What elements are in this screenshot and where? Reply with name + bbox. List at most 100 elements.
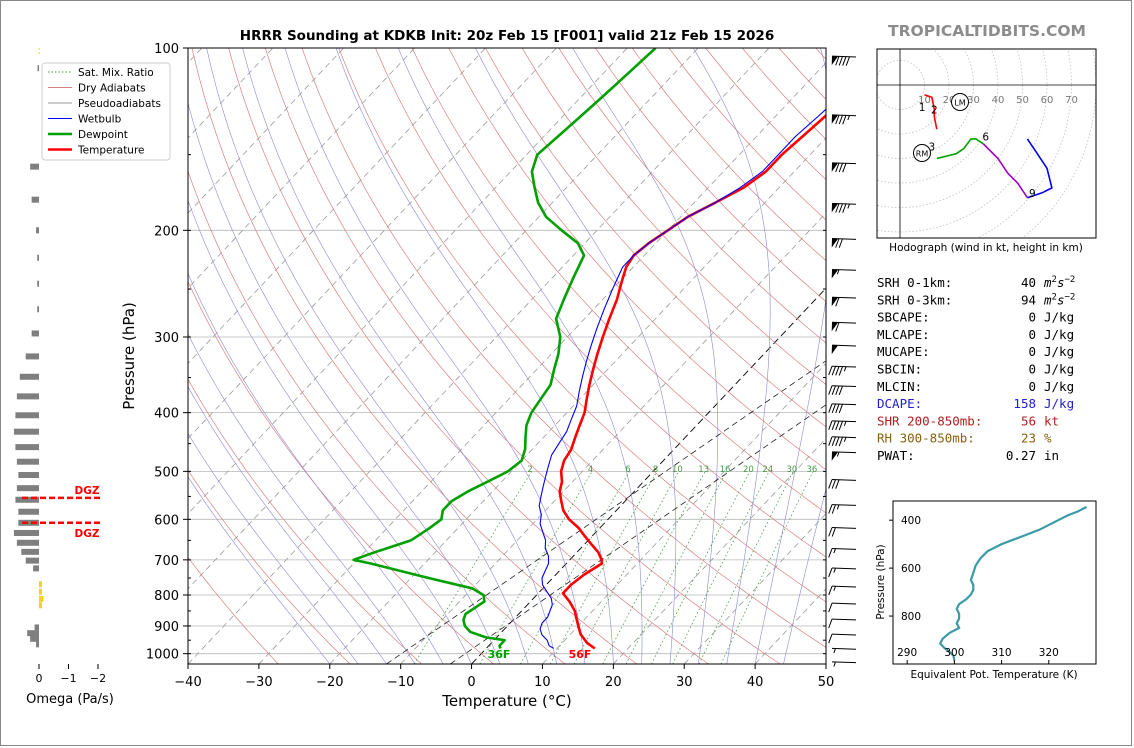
x-tick-label: 30 — [676, 675, 693, 690]
wind-barb — [828, 567, 857, 578]
isotherm-line — [471, 287, 826, 664]
barb-shaft — [831, 633, 857, 636]
omega-bar — [36, 641, 39, 648]
wind-barb — [831, 321, 857, 332]
barb-shaft — [831, 504, 857, 506]
dry-adiabat — [448, 48, 826, 471]
index-value: 158 — [1013, 396, 1036, 411]
index-unit: J/kg — [1044, 362, 1074, 377]
barb-shaft — [831, 385, 857, 388]
x-tick-label: −20 — [316, 675, 343, 690]
index-value: 56 — [1021, 413, 1036, 428]
barb-pennant — [831, 56, 839, 66]
omega-bar — [31, 330, 39, 337]
barb-flag — [838, 421, 843, 431]
wind-barb — [831, 202, 857, 213]
left-mover-marker: LM — [951, 93, 969, 111]
barb-half-flag — [833, 661, 836, 667]
barb-shaft — [831, 661, 857, 664]
dry-adiabat — [521, 48, 826, 386]
wind-barb — [828, 403, 857, 414]
pseudoadiabat — [475, 48, 677, 664]
isotherm-line — [683, 513, 826, 664]
mixing-ratio-label: 24 — [762, 465, 773, 475]
barb-flag — [831, 420, 836, 431]
y-tick-label: 600 — [154, 513, 179, 528]
theta-e-y-tick-label: 800 — [901, 611, 921, 623]
theta-e-y-tick-label: 600 — [901, 563, 921, 575]
theta-e-y-tick-label: 400 — [901, 515, 921, 527]
barb-flag — [845, 56, 850, 66]
index-label: MLCAPE: — [877, 327, 930, 342]
pseudoadiabat — [572, 48, 719, 664]
theta-e-frame — [892, 500, 1097, 665]
dry-adiabat — [188, 378, 422, 664]
index-value: 0 — [1028, 310, 1036, 325]
wind-barb — [831, 55, 857, 66]
hodograph-height-label: 1 — [919, 102, 926, 114]
barb-flag — [838, 56, 843, 66]
index-unit: J/kg — [1044, 327, 1074, 342]
omega-bar — [30, 163, 39, 170]
barb-shaft — [831, 585, 857, 588]
omega-bar — [15, 412, 39, 419]
wind-barb — [828, 526, 857, 537]
hodograph-ring-label: 70 — [1065, 95, 1078, 106]
pseudoadiabat — [284, 48, 586, 664]
theta-e-xlabel: Equivalent Pot. Temperature (K) — [910, 669, 1077, 681]
pseudoadiabat — [188, 476, 331, 664]
barb-flag — [835, 297, 840, 307]
index-value: 0 — [1028, 344, 1036, 359]
omega-bar — [25, 557, 39, 564]
barb-half-flag — [836, 451, 840, 457]
omega-bar — [18, 508, 39, 515]
barb-flag — [828, 548, 833, 558]
barb-half-flag — [836, 269, 840, 275]
isotherm-line — [188, 48, 557, 440]
barb-shaft — [831, 403, 857, 406]
barb-shaft — [831, 647, 857, 650]
omega-tick-label: 0 — [36, 672, 43, 685]
barb-half-flag — [833, 648, 836, 654]
x-tick-label: 20 — [605, 675, 622, 690]
hodograph-segment — [1026, 138, 1053, 199]
legend-label: Dewpoint — [78, 129, 128, 141]
dry-adiabat — [188, 280, 494, 664]
barb-half-flag — [843, 421, 847, 426]
hodograph-ring-label: 50 — [1016, 95, 1029, 106]
barb-flag — [835, 322, 840, 332]
omega-bar — [30, 635, 39, 642]
omega-bar — [34, 624, 39, 631]
pseudoadiabat — [335, 48, 614, 664]
x-tick-label: 40 — [747, 675, 764, 690]
pseudoadiabat — [188, 433, 359, 664]
legend-label: Sat. Mix. Ratio — [78, 67, 154, 79]
barb-flag — [828, 527, 833, 537]
barb-flag — [828, 602, 833, 613]
barb-half-flag — [847, 203, 850, 209]
barb-flag — [831, 436, 836, 446]
theta-e-plot: 290 300 310 320 400 600 800 Equivalent Pot. Te… — [875, 500, 1097, 681]
barb-pennant — [831, 297, 839, 307]
omega-bar — [37, 65, 39, 72]
barb-flag — [828, 504, 833, 514]
index-value: 23 — [1021, 431, 1036, 446]
barb-flag — [838, 366, 843, 376]
dry-adiabat — [301, 48, 826, 648]
omega-bar — [27, 630, 39, 637]
index-unit: J/kg — [1044, 396, 1074, 411]
series-wetbulb — [538, 108, 826, 649]
isotherm-line — [188, 48, 770, 664]
barb-half-flag — [833, 567, 836, 573]
x-tick-label: −10 — [387, 675, 414, 690]
omega-bar — [36, 227, 39, 234]
index-label: DCAPE: — [877, 396, 922, 411]
barb-flag — [838, 115, 843, 125]
hodograph-ring-label: 60 — [1041, 95, 1054, 106]
right-mover-circle — [913, 144, 931, 162]
barb-pennant — [831, 162, 839, 172]
mixing-ratio-label: 36 — [807, 465, 818, 475]
hodograph-segment — [924, 94, 938, 130]
omega-bar — [13, 428, 40, 435]
indices-table: SRH 0-1km: 40 m2s−2 SRH 0-3km: 94 m2s−2 SBCAPE… — [877, 275, 1075, 463]
